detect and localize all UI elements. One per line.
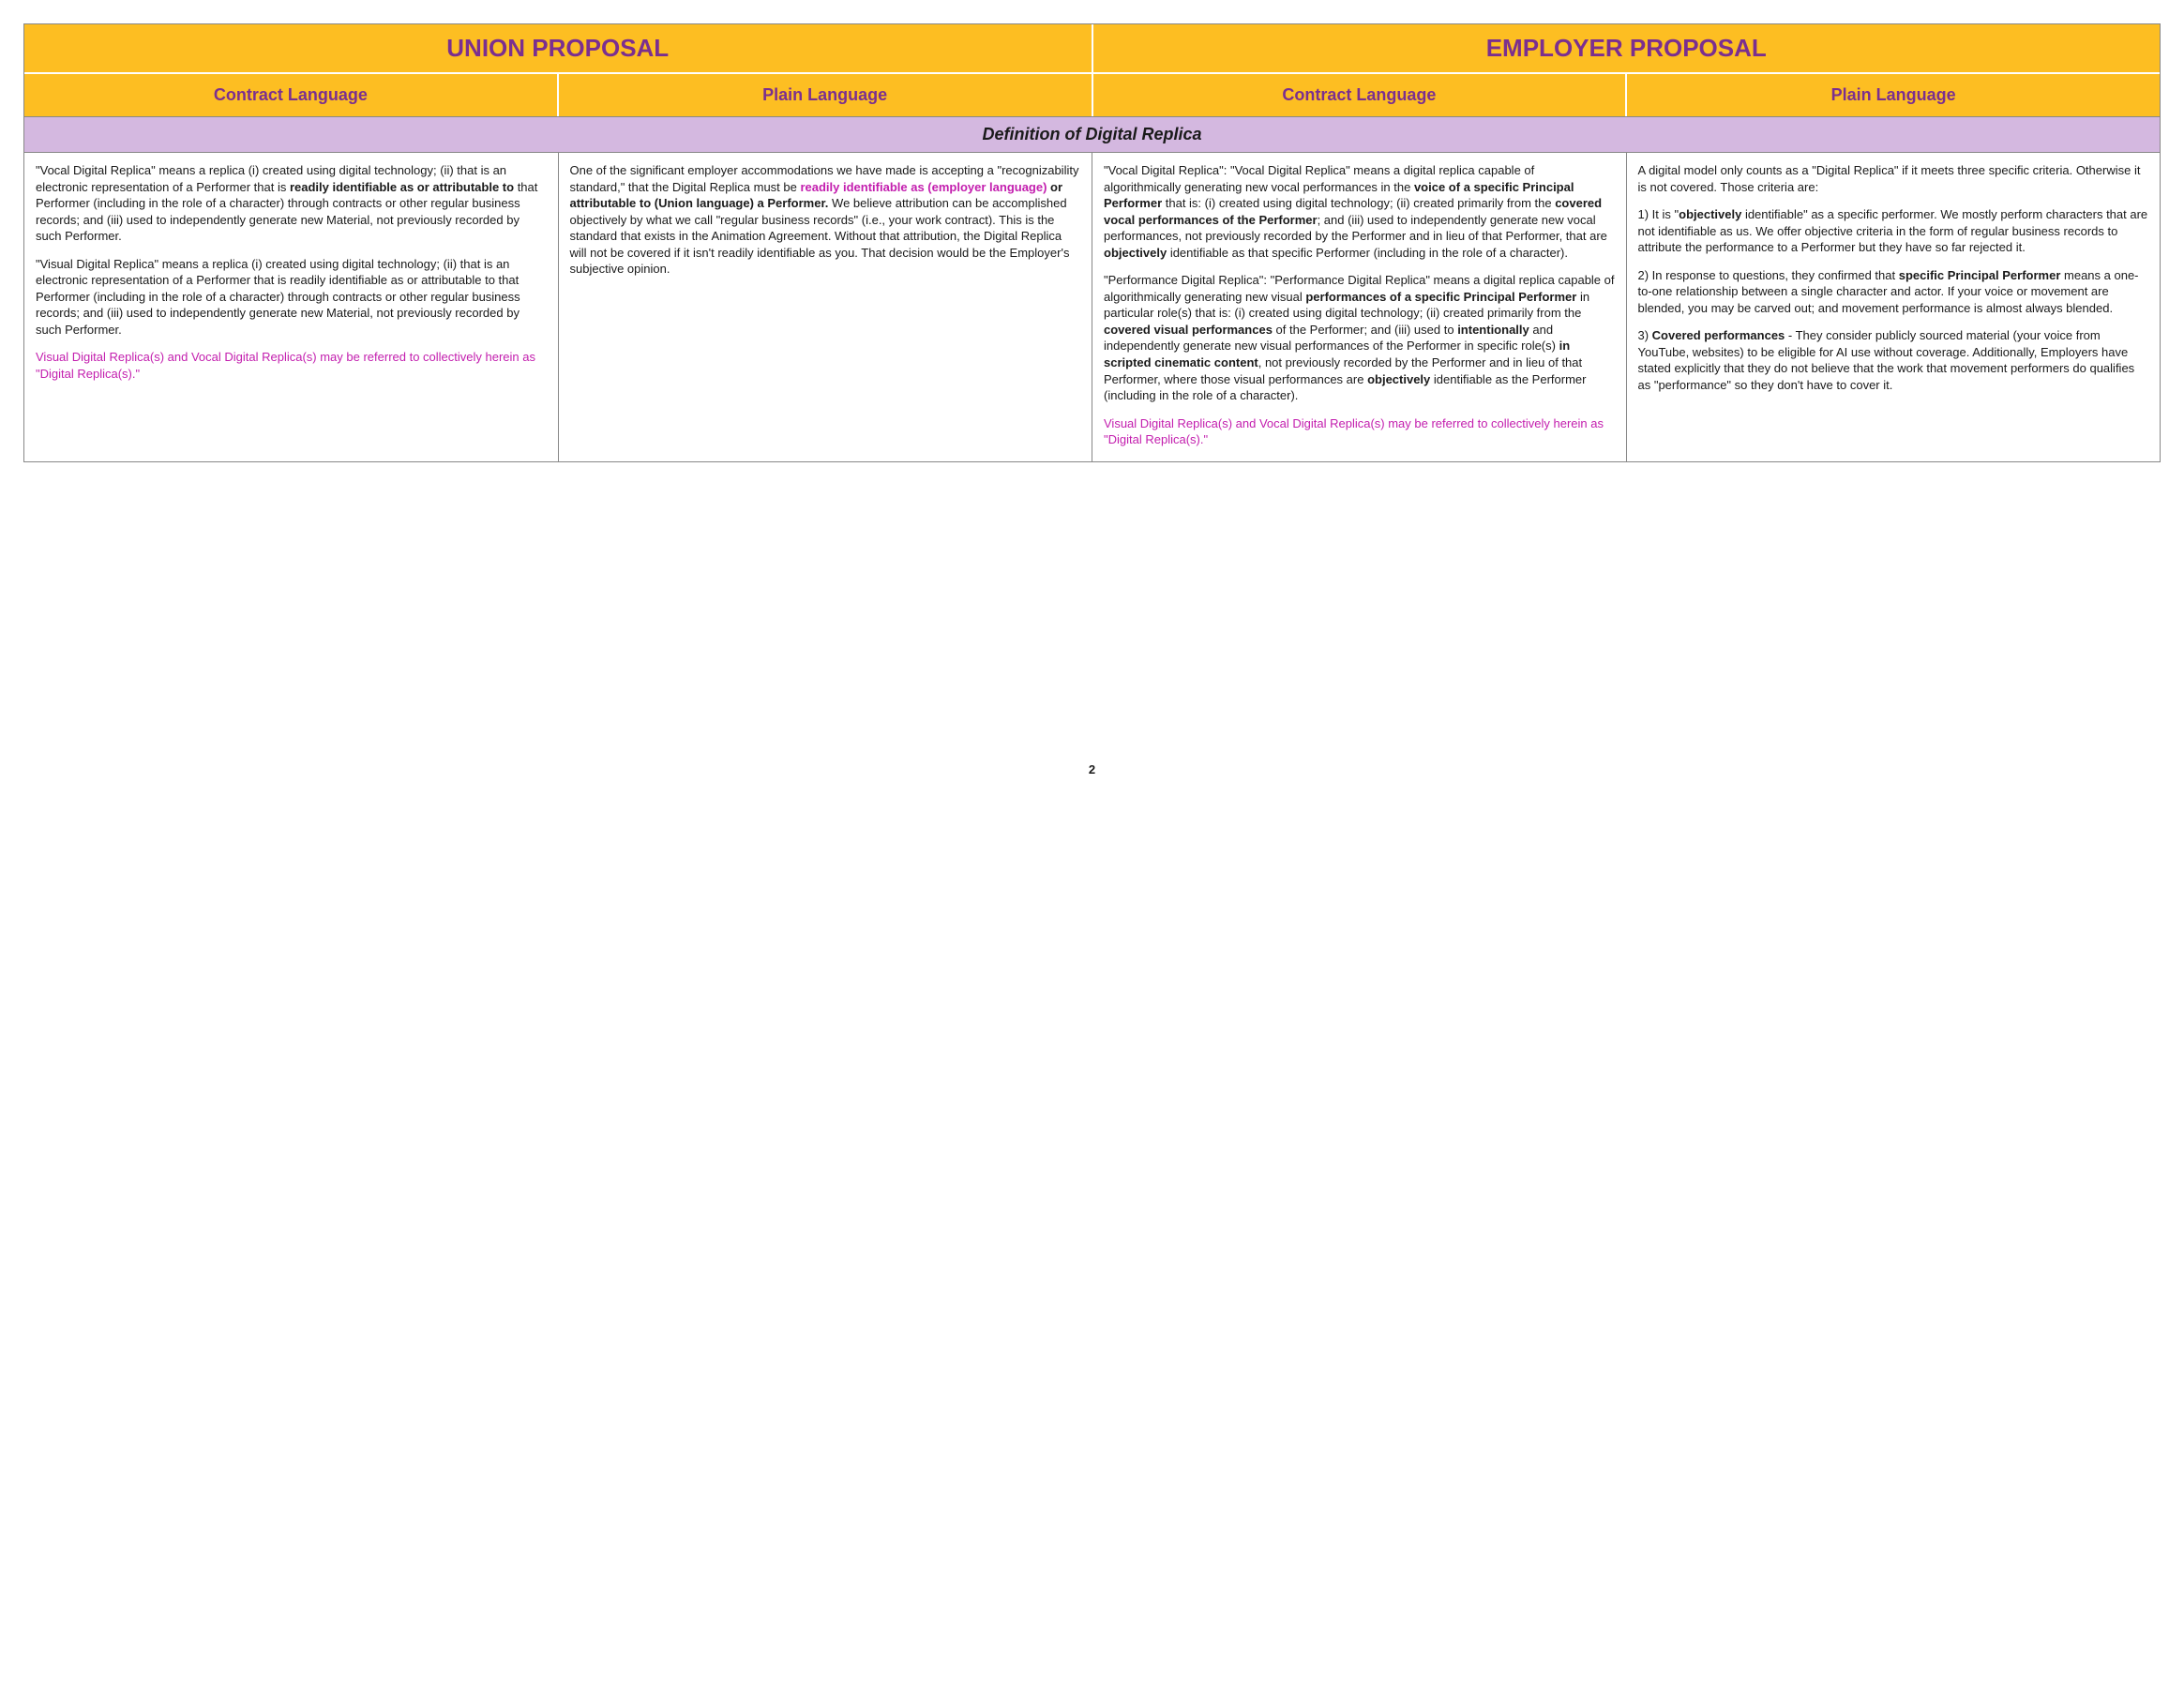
cell-employer-contract: "Vocal Digital Replica": "Vocal Digital …	[1092, 153, 1627, 461]
body-row: "Vocal Digital Replica" means a replica …	[24, 153, 2160, 461]
cell-employer-plain: A digital model only counts as a "Digita…	[1627, 153, 2161, 461]
section-row: Definition of Digital Replica	[24, 116, 2160, 153]
subheader-plain-1: Plain Language	[559, 72, 1093, 116]
section-title: Definition of Digital Replica	[24, 116, 2160, 153]
para: "Vocal Digital Replica" means a replica …	[36, 162, 547, 245]
header-row-top: UNION PROPOSAL EMPLOYER PROPOSAL	[24, 24, 2160, 72]
subheader-plain-2: Plain Language	[1627, 72, 2160, 116]
para: 1) It is "objectively identifiable" as a…	[1638, 206, 2149, 256]
para: 3) Covered performances - They consider …	[1638, 327, 2149, 393]
comparison-table: UNION PROPOSAL EMPLOYER PROPOSAL Contrac…	[23, 23, 2161, 462]
header-employer: EMPLOYER PROPOSAL	[1093, 24, 2161, 72]
header-union: UNION PROPOSAL	[24, 24, 1093, 72]
para: Visual Digital Replica(s) and Vocal Digi…	[36, 349, 547, 382]
para: "Vocal Digital Replica": "Vocal Digital …	[1104, 162, 1615, 261]
para: A digital model only counts as a "Digita…	[1638, 162, 2149, 195]
cell-union-contract: "Vocal Digital Replica" means a replica …	[24, 153, 559, 461]
subheader-contract-2: Contract Language	[1093, 72, 1628, 116]
para: "Performance Digital Replica": "Performa…	[1104, 272, 1615, 403]
para: "Visual Digital Replica" means a replica…	[36, 256, 547, 339]
cell-union-plain: One of the significant employer accommod…	[559, 153, 1093, 461]
subheader-contract-1: Contract Language	[24, 72, 559, 116]
header-row-sub: Contract Language Plain Language Contrac…	[24, 72, 2160, 116]
page-number: 2	[23, 762, 2161, 776]
para: One of the significant employer accommod…	[570, 162, 1081, 278]
para: 2) In response to questions, they confir…	[1638, 267, 2149, 317]
para: Visual Digital Replica(s) and Vocal Digi…	[1104, 415, 1615, 448]
